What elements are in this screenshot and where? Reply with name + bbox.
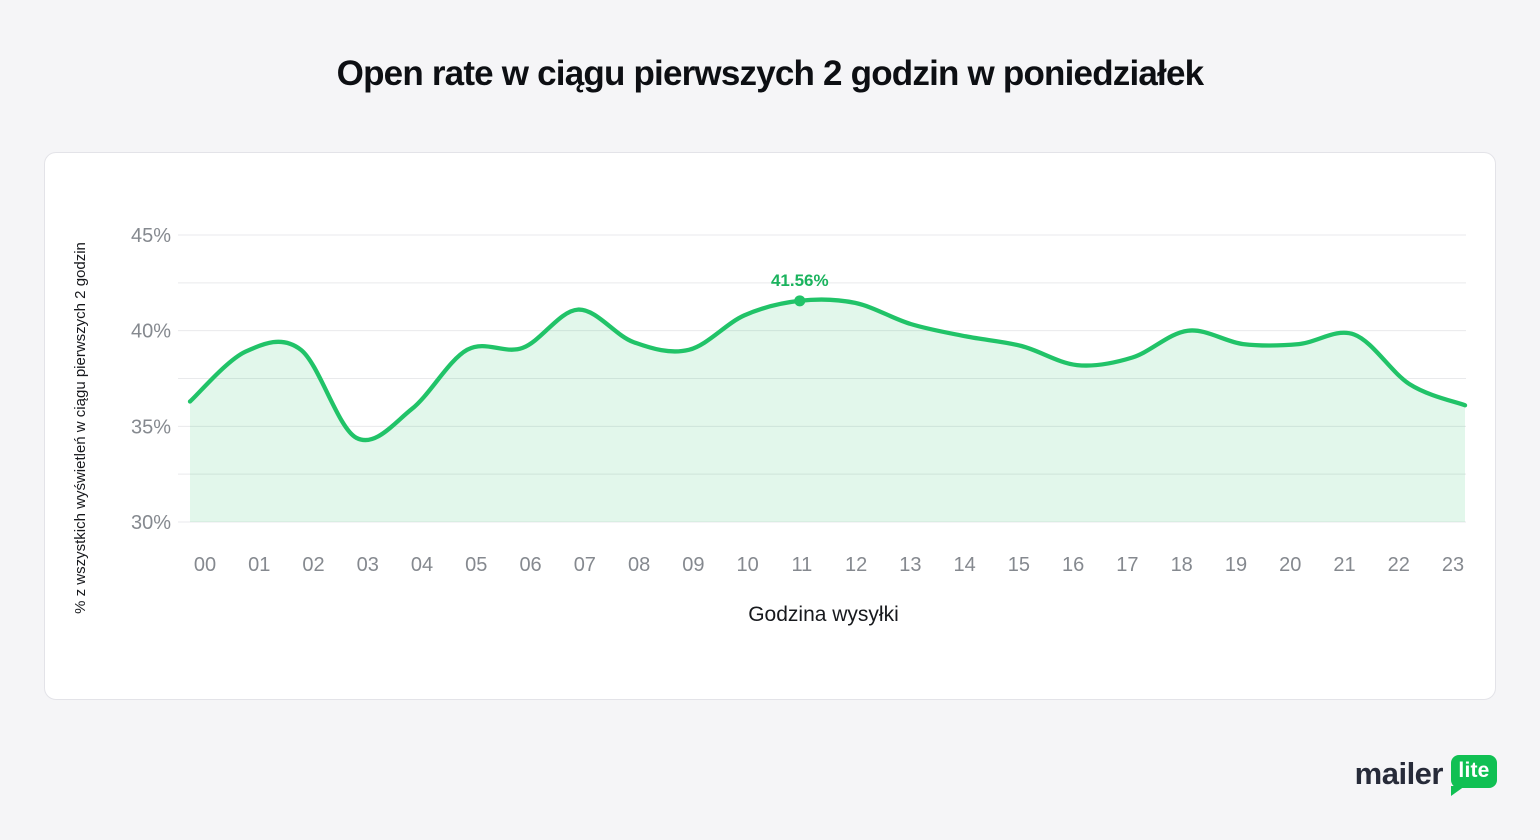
y-tick-label: 30% [131, 512, 171, 534]
logo-badge-label: lite [1458, 759, 1490, 782]
open-rate-chart: 45% 40% 35% 30% 00 01 02 03 04 05 06 07 08 09 10 11 12 13… [72, 225, 1468, 626]
mailerlite-logo: mailer lite [1355, 752, 1497, 796]
logo-badge-speech-bubble: lite [1451, 754, 1497, 796]
x-tick-label: 00 [194, 554, 216, 576]
x-tick-label: 07 [574, 554, 596, 576]
peak-value-label: 41.56% [771, 271, 829, 290]
x-tick-label: 14 [954, 554, 976, 576]
y-axis-title: % z wszystkich wyświetleń w ciągu pierws… [72, 242, 89, 614]
peak-marker-dot [794, 295, 806, 307]
x-tick-label: 03 [357, 554, 379, 576]
x-tick-label: 17 [1116, 554, 1138, 576]
x-tick-label: 21 [1333, 554, 1355, 576]
x-tick-label: 16 [1062, 554, 1084, 576]
page-title: Open rate w ciągu pierwszych 2 godzin w … [336, 54, 1204, 93]
x-tick-label: 11 [791, 554, 812, 576]
x-tick-label: 01 [248, 554, 270, 576]
area-fill [190, 299, 1465, 522]
x-tick-label: 12 [845, 554, 867, 576]
x-tick-label: 20 [1279, 554, 1301, 576]
x-tick-label: 06 [519, 554, 541, 576]
x-tick-label: 19 [1225, 554, 1247, 576]
y-tick-label: 45% [131, 225, 171, 247]
y-tick-label: 40% [131, 321, 171, 343]
y-tick-label: 35% [131, 416, 171, 438]
x-tick-label: 18 [1171, 554, 1193, 576]
x-tick-label: 02 [302, 554, 324, 576]
x-tick-label: 23 [1442, 554, 1464, 576]
x-tick-label: 15 [1008, 554, 1030, 576]
logo-wordmark: mailer [1354, 756, 1444, 791]
x-tick-label: 08 [628, 554, 650, 576]
x-tick-label: 04 [411, 554, 433, 576]
x-axis-title: Godzina wysyłki [748, 603, 899, 626]
chart-card: 45% 40% 35% 30% 00 01 02 03 04 05 06 07 08 09 10 11 12 13… [44, 152, 1496, 700]
x-tick-label: 13 [899, 554, 921, 576]
x-tick-label: 05 [465, 554, 487, 576]
x-tick-label: 22 [1388, 554, 1410, 576]
x-tick-label: 09 [682, 554, 704, 576]
x-tick-label: 10 [736, 554, 758, 576]
